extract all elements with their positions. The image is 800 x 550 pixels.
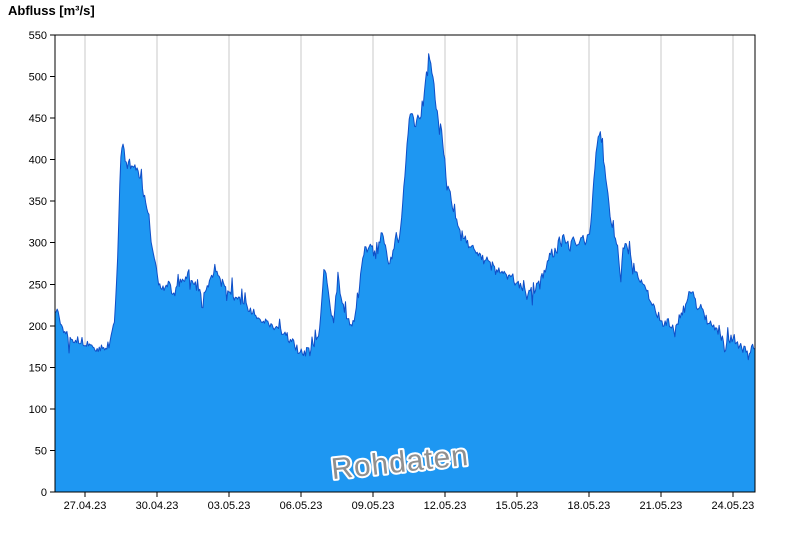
- y-tick-label: 50: [35, 446, 47, 458]
- x-tick-label: 15.05.23: [495, 500, 538, 512]
- axes-layer: [50, 34, 756, 497]
- y-tick-label: 300: [29, 238, 47, 250]
- y-tick-label: 100: [29, 404, 47, 416]
- x-tick-label: 24.05.23: [711, 500, 754, 512]
- plot-border: [54, 34, 756, 493]
- x-tick-label: 27.04.23: [64, 500, 107, 512]
- y-tick-label: 400: [29, 155, 47, 167]
- y-tick-label: 0: [41, 487, 47, 499]
- axis-labels-layer: 27.04.23 30.04.23 03.05.23 06.05.23 09.05.23…: [29, 30, 755, 512]
- x-tick-label: 21.05.23: [639, 500, 682, 512]
- y-tick-label: 500: [29, 72, 47, 84]
- x-tick-label: 18.05.23: [567, 500, 610, 512]
- x-tick-label: 03.05.23: [208, 500, 251, 512]
- chart-title: Abfluss [m³/s]: [8, 3, 95, 18]
- x-tick-label: 30.04.23: [136, 500, 179, 512]
- y-tick-label: 150: [29, 362, 47, 374]
- series-layer: [54, 53, 756, 493]
- x-tick-label: 09.05.23: [352, 500, 395, 512]
- x-tick-label: 06.05.23: [280, 500, 323, 512]
- x-tick-label: 12.05.23: [424, 500, 467, 512]
- series-line: [54, 53, 756, 361]
- y-tick-label: 550: [29, 30, 47, 42]
- series-area: [55, 53, 755, 493]
- y-tick-label: 350: [29, 196, 47, 208]
- y-tick-label: 200: [29, 321, 47, 333]
- y-tick-label: 250: [29, 279, 47, 291]
- y-tick-label: 450: [29, 113, 47, 125]
